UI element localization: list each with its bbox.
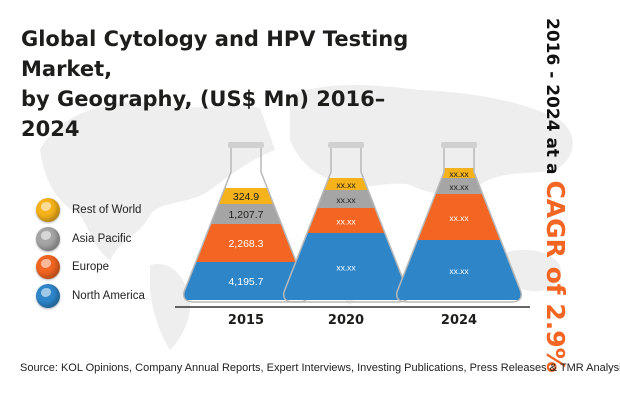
data-label: xx.xx: [449, 182, 469, 192]
legend-label: North America: [72, 289, 145, 302]
data-label: xx.xx: [449, 266, 469, 276]
flask-rim: [441, 142, 477, 148]
bar-north-america-2024: [396, 240, 522, 300]
chart-title-line-1: Global Cytology and HPV Testing Market,: [21, 27, 409, 81]
legend-label: Asia Pacific: [72, 232, 132, 245]
data-label: xx.xx: [449, 213, 469, 223]
data-label: xx.xx: [449, 169, 469, 179]
legend-label: Europe: [72, 261, 110, 274]
flask-rim: [328, 142, 364, 148]
globe-icon: [36, 283, 60, 308]
cagr-prefix: 2016 - 2024 at a: [542, 18, 562, 175]
flask-rim: [228, 142, 264, 148]
legend-item-north-america: North America: [36, 282, 145, 311]
data-label: 324.9: [233, 191, 259, 203]
x-tick-label-2020: 2020: [328, 313, 364, 328]
globe-icon: [36, 226, 60, 251]
legend-label: Rest of World: [72, 204, 142, 217]
data-label: 4,195.7: [228, 276, 263, 288]
legend-item-asia-pacific: Asia Pacific: [36, 225, 145, 254]
legend: Rest of World Asia Pacific Europe North …: [36, 196, 145, 310]
flask-outline: [395, 144, 523, 303]
cagr-callout: 2016 - 2024 at a CAGR of 2.9%: [536, 18, 572, 373]
x-tick-label-2015: 2015: [228, 313, 264, 328]
data-label: xx.xx: [336, 217, 356, 227]
data-label: 2,268.3: [228, 238, 263, 250]
bar-rest-of-world-2024: [396, 168, 522, 178]
source-note: Source: KOL Opinions, Company Annual Rep…: [20, 362, 620, 374]
x-tick-label-2024: 2024: [441, 313, 477, 328]
data-label: xx.xx: [336, 180, 356, 190]
data-label: 1,207.7: [228, 209, 263, 221]
chart-title-line-2: by Geography, (US$ Mn) 2016–2024: [21, 87, 386, 141]
legend-item-rest-of-world: Rest of World: [36, 196, 145, 225]
cagr-value: CAGR of 2.9%: [541, 180, 570, 373]
data-label: xx.xx: [336, 263, 356, 273]
chart-title: Global Cytology and HPV Testing Market, …: [21, 24, 441, 144]
data-label: xx.xx: [336, 195, 356, 205]
globe-icon: [36, 198, 60, 223]
legend-item-europe: Europe: [36, 253, 145, 282]
bar-north-america-2020: [283, 233, 409, 300]
globe-icon: [36, 255, 60, 280]
